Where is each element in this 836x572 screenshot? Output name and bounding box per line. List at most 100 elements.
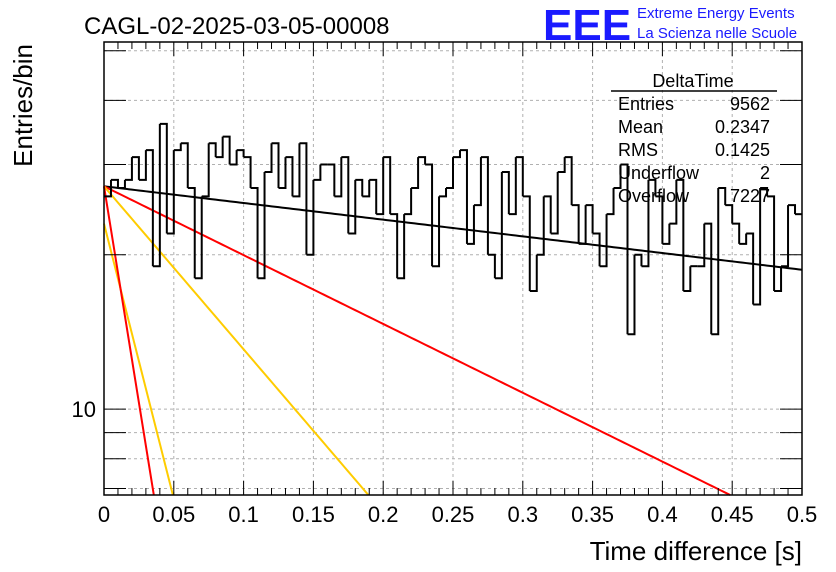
- histogram-bin: [718, 186, 727, 206]
- histogram-bin: [487, 253, 496, 279]
- histogram-bin: [550, 172, 559, 235]
- fit-lines: [103, 185, 803, 496]
- histogram-bin: [355, 178, 364, 197]
- stats-value: 0.1425: [715, 140, 770, 160]
- histogram-bin: [753, 187, 762, 306]
- stats-label: Entries: [618, 94, 674, 114]
- histogram-bin: [229, 150, 238, 166]
- histogram-bin: [138, 150, 147, 181]
- histogram-bin: [522, 195, 531, 291]
- eee-logo-line2: La Scienza nelle Scuole: [637, 25, 797, 42]
- stats-label: Overflow: [618, 186, 690, 206]
- histogram-bin: [620, 163, 629, 335]
- histogram-bin: [152, 123, 161, 268]
- histogram-bin: [131, 156, 140, 180]
- histogram-bin: [529, 254, 538, 292]
- histogram-bin: [508, 157, 517, 216]
- histogram-bin: [578, 205, 587, 245]
- histogram-bin: [243, 156, 252, 188]
- histogram-bin: [466, 205, 475, 245]
- histogram-bin: [187, 186, 196, 279]
- histogram-bin: [746, 232, 755, 305]
- eee-logo-mark: EEE: [543, 1, 631, 50]
- histogram-bin: [285, 156, 294, 197]
- histogram-bin: [606, 187, 615, 216]
- stats-value: 0.2347: [715, 117, 770, 137]
- x-tick-label: 0.4: [647, 502, 678, 527]
- histogram-bin: [599, 214, 608, 268]
- ticks: 0 0.05 0.1 0.15 0.2 0.25 0.3 0.35 0.4 0.45 0.5 10: [72, 42, 818, 527]
- histogram-bin: [299, 142, 308, 255]
- histogram-bin: [432, 196, 441, 268]
- x-tick-label: 0.35: [571, 502, 614, 527]
- histogram-bin: [194, 196, 203, 280]
- histogram-bin: [760, 186, 769, 197]
- histogram-bin: [774, 266, 783, 292]
- histogram-bin: [257, 172, 266, 280]
- histogram-bin: [515, 156, 524, 197]
- histogram-bin: [704, 222, 713, 335]
- histogram-bin: [327, 163, 336, 197]
- histogram-bin: [418, 156, 427, 165]
- histogram-bin: [536, 196, 545, 256]
- chart-title: CAGL-02-2025-03-05-00008: [84, 13, 390, 40]
- histogram-bin: [788, 204, 797, 215]
- histogram-bin: [159, 122, 168, 234]
- histogram-bin: [446, 157, 454, 189]
- x-tick-label: 0.5: [787, 502, 818, 527]
- histogram-bin: [292, 143, 301, 198]
- x-axis-label: Time difference [s]: [590, 536, 802, 566]
- histogram-bin: [571, 204, 580, 244]
- stats-label: Mean: [618, 117, 663, 137]
- histogram-bin: [313, 164, 322, 181]
- histogram-bin: [173, 143, 182, 152]
- stats-rows: Entries 9562 Mean 0.2347 RMS 0.1425 Underflow 2…: [618, 94, 770, 206]
- histogram-bin: [564, 156, 573, 206]
- histogram-bin: [425, 163, 434, 267]
- histogram-bin: [459, 149, 468, 244]
- x-tick-label: 0.1: [228, 502, 259, 527]
- histogram-bin: [369, 178, 378, 215]
- histogram-bin: [781, 205, 790, 268]
- histogram-bin: [334, 157, 343, 198]
- histogram-bin: [739, 233, 748, 245]
- histogram-bin: [585, 204, 594, 234]
- stats-title: DeltaTime: [652, 71, 733, 91]
- grid: [104, 42, 802, 495]
- histogram-bin: [711, 187, 720, 336]
- histogram-bin: [501, 171, 510, 215]
- stats-value: 2: [760, 163, 770, 183]
- x-tick-label: 0.3: [508, 502, 539, 527]
- histogram-bin: [655, 195, 664, 244]
- histogram-bin: [662, 223, 671, 245]
- fit-line-2: [103, 185, 731, 496]
- x-tick-label: 0.15: [292, 502, 335, 527]
- histogram-bin: [166, 150, 175, 235]
- histogram-bin: [557, 157, 566, 174]
- stats-label: Underflow: [618, 163, 700, 183]
- stats-box: DeltaTime Entries 9562 Mean 0.2347 RMS 0.1425…: [611, 71, 777, 206]
- histogram-bin: [397, 214, 406, 280]
- histogram-bin: [110, 178, 119, 188]
- histogram-bin: [648, 178, 657, 197]
- histogram-bin: [271, 142, 280, 188]
- histogram-bin: [725, 204, 734, 224]
- fit-line-3: [103, 185, 370, 496]
- histogram-bin: [543, 195, 552, 234]
- histogram-bin: [236, 149, 245, 158]
- histogram-bin: [480, 156, 489, 255]
- histogram-bin: [676, 178, 685, 291]
- histogram-bin: [362, 179, 371, 198]
- histogram-bin: [376, 157, 385, 216]
- histogram-bin: [383, 156, 392, 215]
- histogram-bin: [404, 187, 413, 216]
- histogram-bin: [306, 179, 315, 256]
- histogram-bin: [627, 254, 636, 336]
- x-tick-label: 0.05: [152, 502, 195, 527]
- histogram-bin: [439, 187, 448, 198]
- stats-label: RMS: [618, 140, 658, 160]
- fit-line-4: [103, 223, 174, 496]
- histogram-bin: [494, 172, 503, 280]
- eee-logo: EEE Extreme Energy Events La Scienza nel…: [543, 1, 797, 50]
